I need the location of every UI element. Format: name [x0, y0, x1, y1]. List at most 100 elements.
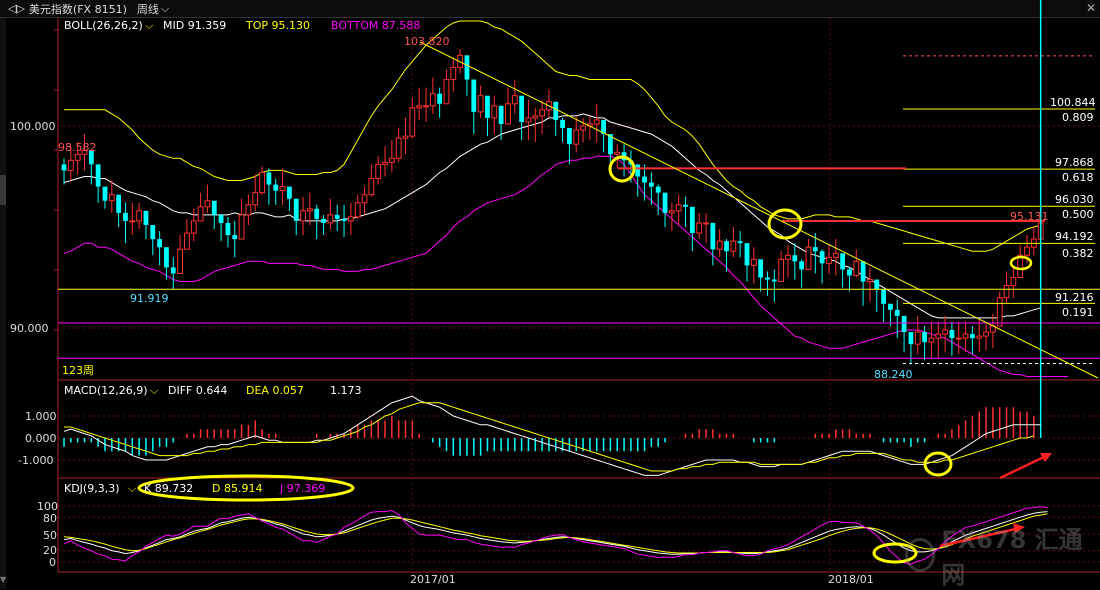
kdj-tick-50: 50 — [43, 529, 57, 542]
candle-body-up — [204, 200, 211, 208]
candle-body-down — [211, 200, 217, 215]
boll-mid-label: MID 91.359 — [163, 19, 226, 32]
candle-body-down — [683, 204, 688, 207]
candle-body-down — [232, 235, 238, 240]
macd-tick-0: 0.000 — [25, 432, 57, 445]
candle-body-down — [88, 150, 94, 165]
macd-value-label: 1.173 — [330, 384, 362, 397]
side-panel-handle[interactable] — [0, 175, 6, 205]
candle-body-down — [949, 330, 955, 339]
candle-body-up — [955, 337, 962, 340]
candle-body-down — [157, 239, 163, 248]
macd-dea-label: DEA 0.057 — [246, 384, 304, 397]
candle-body-up — [703, 222, 709, 225]
period-selector[interactable]: 周线 ⌵ — [137, 1, 169, 17]
candle-body-down — [464, 55, 470, 80]
candle-body-down — [888, 303, 893, 310]
candle-body-up — [832, 252, 839, 258]
candle-body-up — [136, 210, 143, 222]
candle-body-down — [218, 214, 224, 223]
candle-body-up — [190, 220, 197, 234]
candle-body-up — [976, 335, 983, 339]
chevron-down-icon: ⌵ — [160, 1, 170, 15]
candle-body-up — [778, 258, 785, 283]
candle-body-up — [1024, 246, 1030, 256]
candle-body-up — [1003, 285, 1010, 299]
candle-body-down — [61, 164, 67, 171]
candle-body-up — [539, 109, 546, 117]
boll-bottom-line — [63, 155, 1068, 377]
candle-body-down — [608, 134, 613, 155]
price-tick-100: 100.000 — [10, 120, 56, 133]
candle-body-up — [1010, 277, 1017, 287]
candle-body-up — [573, 129, 580, 145]
trend-line — [419, 41, 1099, 379]
macd-dea-line — [64, 402, 1035, 472]
macd-title: MACD(12,26,9) — [64, 384, 148, 397]
candle-body-up — [935, 333, 942, 339]
candle-body-down — [314, 208, 320, 219]
macd-tick-neg1: -1.000 — [18, 454, 53, 467]
candle-body-up — [245, 204, 252, 216]
candle-body-down — [908, 332, 914, 345]
candle-body-down — [553, 101, 559, 120]
current-high-annotation: 95.131 — [1010, 210, 1049, 223]
fib-ratio-4: 0.191 — [1062, 306, 1094, 319]
candlesticks — [61, 49, 1044, 365]
candle-body-up — [716, 240, 723, 250]
candle-body-up — [429, 93, 436, 107]
candle-body-down — [437, 93, 443, 104]
candle-body-down — [519, 95, 525, 122]
fib-ratio-2: 0.500 — [1062, 208, 1094, 221]
fib-price-2: 96.030 — [1055, 193, 1094, 206]
candle-body-up — [423, 105, 429, 108]
low-left-annotation: 91.919 — [130, 292, 169, 305]
kdj-tick-80: 80 — [43, 512, 57, 525]
period-label: 周线 — [136, 2, 159, 16]
candle-body-up — [388, 157, 395, 163]
symbol-selector[interactable]: 美元指数(FX 8151) — [25, 1, 127, 17]
kdj-j-label: J 97.369 — [279, 482, 325, 495]
macd-dropdown-icon[interactable]: ⌵ — [150, 384, 159, 397]
candle-body-down — [710, 222, 716, 250]
boll-dropdown-icon[interactable]: ⌵ — [145, 19, 154, 32]
candle-body-up — [252, 192, 259, 206]
candle-body-down — [969, 334, 975, 339]
kdj-title: KDJ(9,3,3) — [64, 482, 120, 495]
candle-body-down — [648, 182, 654, 187]
kdj-dropdown-icon[interactable]: ⌵ — [128, 482, 137, 495]
candle-body-up — [928, 337, 935, 343]
candle-body-down — [799, 261, 805, 270]
price-tick-90: 90.000 — [10, 322, 49, 335]
candle-body-up — [750, 258, 757, 266]
candle-body-up — [491, 105, 498, 119]
candle-body-up — [511, 95, 518, 105]
fib-price-3: 94.192 — [1055, 230, 1094, 243]
candle-body-up — [942, 329, 948, 335]
scroll-down-arrow-icon[interactable]: ▼ — [0, 575, 7, 584]
close-icon[interactable]: ✕ — [1085, 1, 1096, 15]
kdj-k-line — [63, 511, 1048, 555]
nav-arrows-button[interactable]: ◁▷ — [8, 2, 25, 15]
highlight-circle — [767, 208, 803, 240]
candle-body-up — [696, 222, 703, 234]
macd-diff-label: DIFF 0.644 — [168, 384, 227, 397]
arrow-line — [999, 453, 1049, 480]
candle-body-up — [300, 210, 306, 222]
watermark: FX678 汇通网 — [905, 526, 1085, 589]
candle-body-down — [642, 176, 647, 183]
kdj-d-line — [63, 513, 1048, 554]
candle-body-up — [580, 125, 586, 131]
candle-body-down — [819, 251, 825, 264]
candle-body-up — [67, 159, 74, 171]
candle-body-up — [914, 331, 921, 345]
candle-body-up — [730, 240, 737, 252]
candle-body-up — [996, 297, 1003, 327]
fx678-logo-icon — [905, 538, 936, 572]
candle-body-down — [266, 172, 272, 185]
candle-body-down — [840, 253, 846, 270]
drawing-annotations — [137, 155, 1052, 564]
fib-price-0: 100.844 — [1050, 96, 1096, 109]
kdj-k-label: K 89.732 — [144, 482, 193, 495]
